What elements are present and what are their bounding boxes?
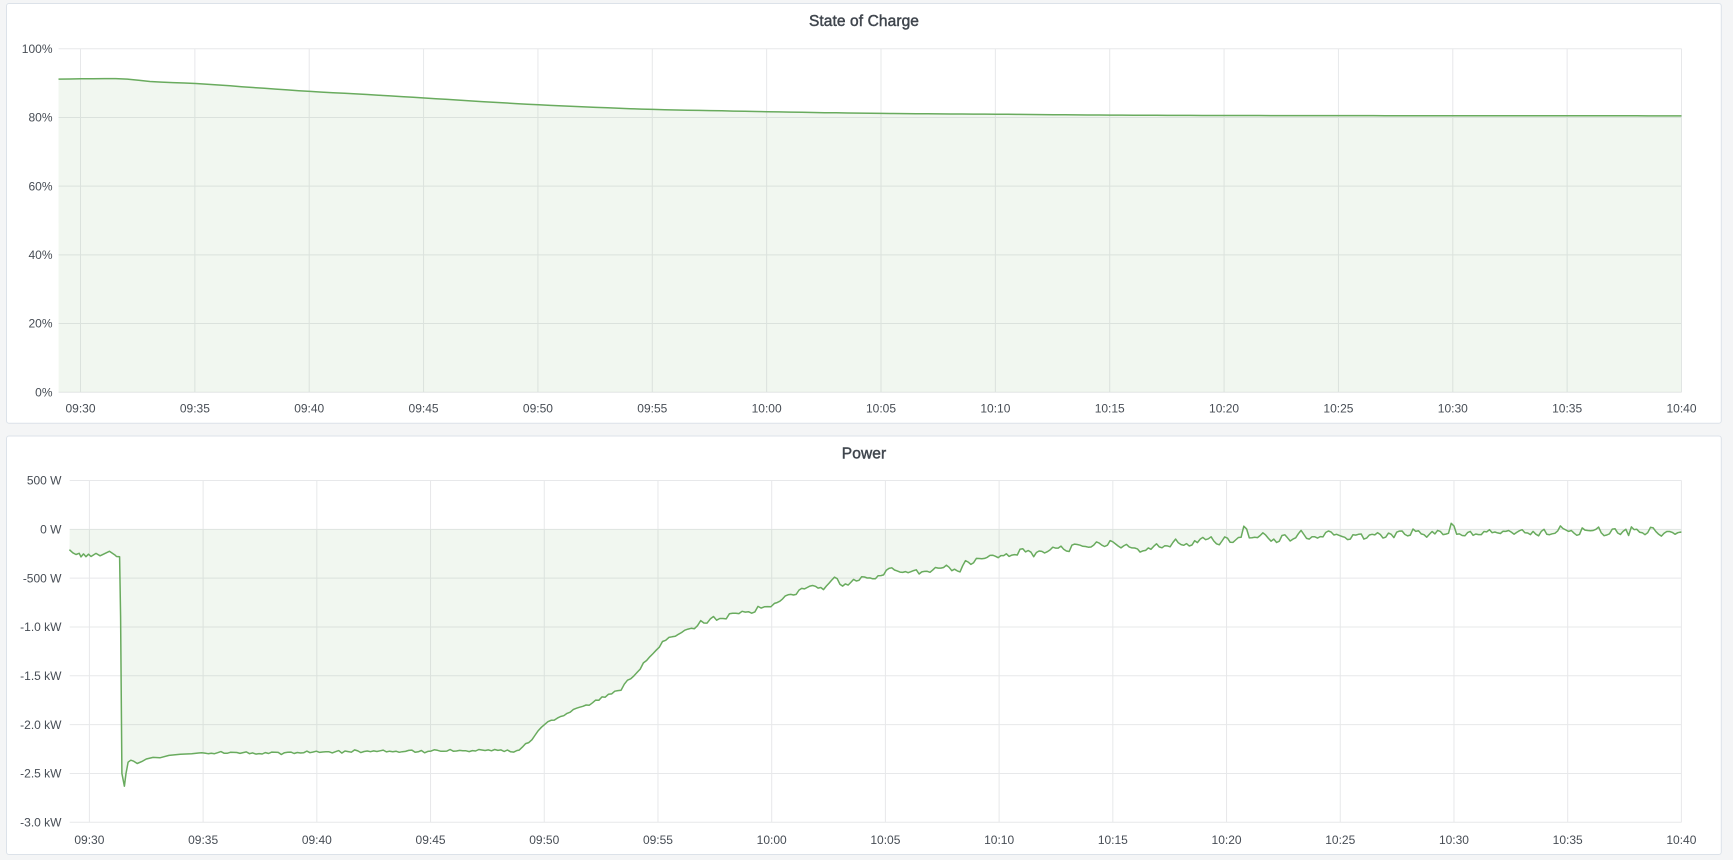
svg-text:10:30: 10:30 bbox=[1438, 402, 1468, 416]
svg-text:10:10: 10:10 bbox=[984, 833, 1014, 847]
svg-text:09:55: 09:55 bbox=[637, 402, 667, 416]
svg-text:0 W: 0 W bbox=[40, 523, 62, 537]
svg-text:10:15: 10:15 bbox=[1098, 833, 1128, 847]
svg-text:10:40: 10:40 bbox=[1666, 833, 1696, 847]
svg-text:09:50: 09:50 bbox=[523, 402, 553, 416]
svg-text:10:15: 10:15 bbox=[1095, 402, 1125, 416]
svg-text:10:35: 10:35 bbox=[1552, 402, 1582, 416]
svg-text:09:30: 09:30 bbox=[74, 833, 104, 847]
svg-text:10:00: 10:00 bbox=[757, 833, 787, 847]
svg-text:09:45: 09:45 bbox=[409, 402, 439, 416]
svg-text:-2.0 kW: -2.0 kW bbox=[20, 718, 62, 732]
svg-text:20%: 20% bbox=[28, 317, 52, 331]
svg-text:10:40: 10:40 bbox=[1666, 402, 1696, 416]
svg-text:10:20: 10:20 bbox=[1209, 402, 1239, 416]
svg-text:09:30: 09:30 bbox=[65, 402, 95, 416]
svg-text:09:40: 09:40 bbox=[294, 402, 324, 416]
svg-text:09:35: 09:35 bbox=[180, 402, 210, 416]
svg-text:10:35: 10:35 bbox=[1553, 833, 1583, 847]
svg-text:-1.5 kW: -1.5 kW bbox=[20, 669, 62, 683]
svg-text:10:05: 10:05 bbox=[870, 833, 900, 847]
svg-text:0%: 0% bbox=[35, 385, 53, 399]
svg-text:09:40: 09:40 bbox=[302, 833, 332, 847]
svg-text:500 W: 500 W bbox=[27, 474, 62, 488]
svg-text:09:55: 09:55 bbox=[643, 833, 673, 847]
svg-text:100%: 100% bbox=[22, 42, 53, 56]
svg-text:10:25: 10:25 bbox=[1323, 402, 1353, 416]
svg-text:80%: 80% bbox=[28, 111, 52, 125]
svg-text:10:00: 10:00 bbox=[752, 402, 782, 416]
svg-text:10:20: 10:20 bbox=[1212, 833, 1242, 847]
svg-text:10:05: 10:05 bbox=[866, 402, 896, 416]
svg-text:40%: 40% bbox=[28, 248, 52, 262]
svg-text:-3.0 kW: -3.0 kW bbox=[20, 816, 62, 830]
svg-text:09:50: 09:50 bbox=[529, 833, 559, 847]
svg-text:-500 W: -500 W bbox=[23, 571, 62, 585]
svg-text:09:45: 09:45 bbox=[416, 833, 446, 847]
svg-text:-2.5 kW: -2.5 kW bbox=[20, 767, 62, 781]
svg-text:10:25: 10:25 bbox=[1325, 833, 1355, 847]
svg-text:09:35: 09:35 bbox=[188, 833, 218, 847]
svg-text:10:30: 10:30 bbox=[1439, 833, 1469, 847]
svg-text:10:10: 10:10 bbox=[980, 402, 1010, 416]
svg-text:State of Charge: State of Charge bbox=[809, 13, 919, 30]
svg-text:60%: 60% bbox=[28, 179, 52, 193]
svg-text:-1.0 kW: -1.0 kW bbox=[20, 620, 62, 634]
svg-text:Power: Power bbox=[842, 446, 886, 463]
